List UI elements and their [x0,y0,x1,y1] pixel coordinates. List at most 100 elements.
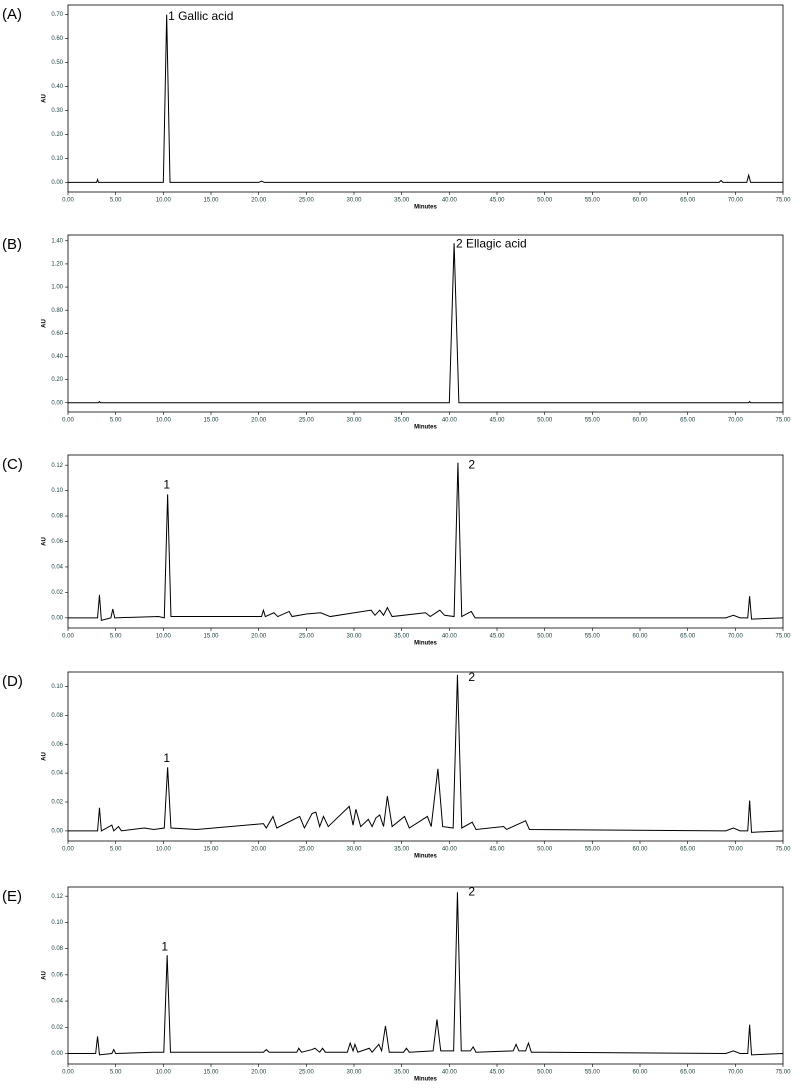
x-tick-label: 40.00 [442,634,458,640]
x-tick-label: 20.00 [251,634,267,640]
y-tick-label: 1.00 [51,285,63,291]
x-axis-label: Minutes [414,425,437,431]
x-tick-label: 25.00 [299,198,315,204]
x-tick-label: 20.00 [251,847,267,853]
panel-label: (C) [2,456,23,473]
x-tick-label: 70.00 [728,198,744,204]
y-tick-label: 0.30 [51,108,63,114]
panel-label: (E) [2,888,22,905]
x-tick-label: 30.00 [346,1070,362,1076]
y-tick-label: 1.20 [51,261,63,267]
x-tick-label: 0.00 [62,198,74,204]
x-tick-label: 5.00 [110,634,122,640]
x-tick-label: 35.00 [394,418,410,424]
trace [68,243,783,404]
x-tick-label: 50.00 [537,1070,553,1076]
x-tick-label: 75.00 [775,418,791,424]
y-tick-label: 0.70 [51,12,63,18]
x-tick-label: 60.00 [632,1070,648,1076]
peak-annotation: 1 [163,751,170,765]
x-tick-label: 60.00 [632,634,648,640]
y-axis-label: AU [42,537,48,546]
y-axis-label: AU [42,319,48,328]
x-tick-label: 15.00 [203,1070,219,1076]
y-tick-label: 0.04 [51,565,63,571]
y-tick-label: 0.02 [51,590,63,596]
y-tick-label: 1.40 [51,238,63,244]
x-tick-label: 50.00 [537,418,553,424]
x-tick-label: 45.00 [489,847,505,853]
x-axis-label: Minutes [414,641,437,647]
x-tick-label: 55.00 [585,1070,601,1076]
plot-frame [67,234,784,413]
panel: (D)0.00 5.00 10.00 15.00 20.00 25.00 30.00 35.0… [2,670,791,860]
x-tick-label: 55.00 [585,418,601,424]
x-tick-label: 30.00 [346,418,362,424]
x-tick-label: 25.00 [299,634,315,640]
x-tick-label: 10.00 [156,418,172,424]
y-axis-label: AU [42,94,48,103]
x-tick-label: 40.00 [442,1070,458,1076]
x-tick-label: 10.00 [156,198,172,204]
x-tick-label: 70.00 [728,634,744,640]
y-tick-label: 0.10 [51,488,63,494]
plot-frame [67,886,784,1065]
x-tick-label: 15.00 [203,198,219,204]
x-tick-label: 25.00 [299,1070,315,1076]
y-axis-label: AU [42,971,48,980]
x-axis-label: Minutes [414,854,437,860]
x-tick-label: 20.00 [251,198,267,204]
x-tick-label: 5.00 [110,198,122,204]
trace [68,462,784,622]
y-tick-label: 0.10 [51,684,63,690]
x-tick-label: 30.00 [346,847,362,853]
y-tick-label: 0.40 [51,354,63,360]
x-axis-label: Minutes [414,205,437,211]
x-tick-label: 0.00 [62,418,74,424]
x-tick-label: 70.00 [728,847,744,853]
x-tick-label: 0.00 [62,1070,74,1076]
x-tick-label: 75.00 [775,1070,791,1076]
x-tick-label: 20.00 [251,418,267,424]
x-tick-label: 5.00 [110,1070,122,1076]
x-tick-label: 40.00 [442,847,458,853]
x-tick-label: 10.00 [156,1070,172,1076]
trace [68,674,784,833]
y-tick-label: 0.20 [51,132,63,138]
y-tick-label: 0.08 [51,713,63,719]
trace [68,14,783,183]
x-tick-label: 60.00 [632,198,648,204]
x-tick-label: 75.00 [775,847,791,853]
x-tick-label: 5.00 [110,418,122,424]
x-tick-label: 70.00 [728,418,744,424]
trace [68,892,784,1056]
panel: (B) 0.00 5.00 10.00 15.00 20.00 25.00 30.00 35.0… [2,234,791,431]
y-tick-label: 0.08 [51,514,63,520]
y-tick-label: 0.80 [51,308,63,314]
x-tick-label: 60.00 [632,847,648,853]
x-tick-label: 0.00 [62,634,74,640]
peak-annotation: 2 [468,884,475,898]
plot-frame [67,671,784,842]
panel: (A) 0.00 5.00 10.00 15.00 20.00 25.00 30.00 35.0… [2,4,791,211]
x-tick-label: 65.00 [680,198,696,204]
x-tick-label: 15.00 [203,418,219,424]
x-tick-label: 55.00 [585,198,601,204]
y-tick-label: 0.02 [51,1025,63,1031]
y-tick-label: 0.00 [51,615,63,621]
y-tick-label: 0.20 [51,377,63,383]
y-tick-label: 0.02 [51,800,63,806]
x-tick-label: 35.00 [394,634,410,640]
y-tick-label: 0.06 [51,742,63,748]
x-tick-label: 10.00 [156,847,172,853]
x-tick-label: 65.00 [680,634,696,640]
x-tick-label: 45.00 [489,1070,505,1076]
x-tick-label: 45.00 [489,198,505,204]
peak-annotation: 1 [163,478,170,492]
y-tick-label: 0.04 [51,999,63,1005]
x-tick-label: 25.00 [299,418,315,424]
x-tick-label: 30.00 [346,634,362,640]
x-tick-label: 35.00 [394,1070,410,1076]
y-tick-label: 0.08 [51,946,63,952]
x-tick-label: 65.00 [680,1070,696,1076]
